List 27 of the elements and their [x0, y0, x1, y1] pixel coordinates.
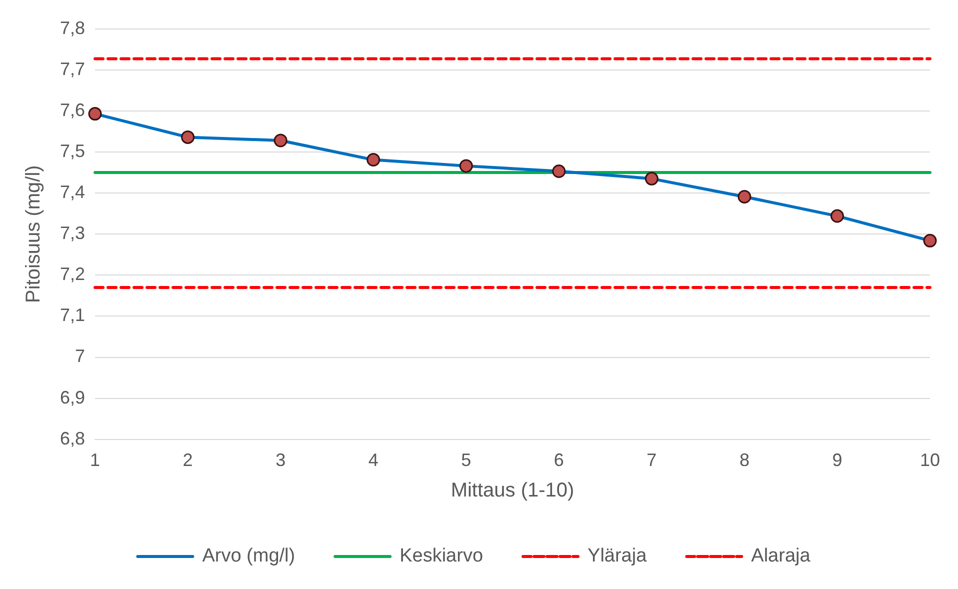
y-axis-title: Pitoisuus (mg/l)	[22, 165, 45, 304]
y-tick-label: 7,1	[60, 305, 86, 326]
legend-label: Alaraja	[751, 546, 811, 567]
y-tick-label: 7,6	[60, 100, 86, 120]
x-tick-label: 4	[368, 450, 378, 470]
y-tick-label: 7,7	[60, 58, 86, 79]
x-axis-title: Mittaus (1-10)	[450, 480, 574, 502]
y-tick-label: 7,8	[60, 18, 86, 38]
x-tick-label: 2	[182, 450, 193, 470]
x-tick-label: 6	[554, 450, 564, 470]
y-tick-label: 6,8	[60, 428, 86, 448]
legend-label: Yläraja	[588, 546, 648, 567]
y-tick-label: 7,5	[60, 140, 86, 161]
x-tick-label: 5	[461, 450, 472, 470]
y-tick-label: 7,4	[60, 182, 86, 202]
x-tick-label: 9	[832, 450, 842, 470]
x-tick-label: 1	[90, 450, 100, 470]
x-tick-label: 8	[739, 450, 750, 470]
x-tick-label: 7	[646, 450, 657, 470]
x-tick-label: 3	[276, 450, 286, 470]
y-tick-label: 6,9	[60, 387, 86, 408]
x-tick-label: 10	[920, 450, 940, 470]
legend-label: Arvo (mg/l)	[202, 546, 296, 567]
y-tick-label: 7,2	[60, 264, 86, 284]
y-tick-label: 7,3	[60, 223, 86, 244]
legend-label: Keskiarvo	[400, 546, 484, 567]
y-tick-label: 7	[75, 346, 86, 366]
